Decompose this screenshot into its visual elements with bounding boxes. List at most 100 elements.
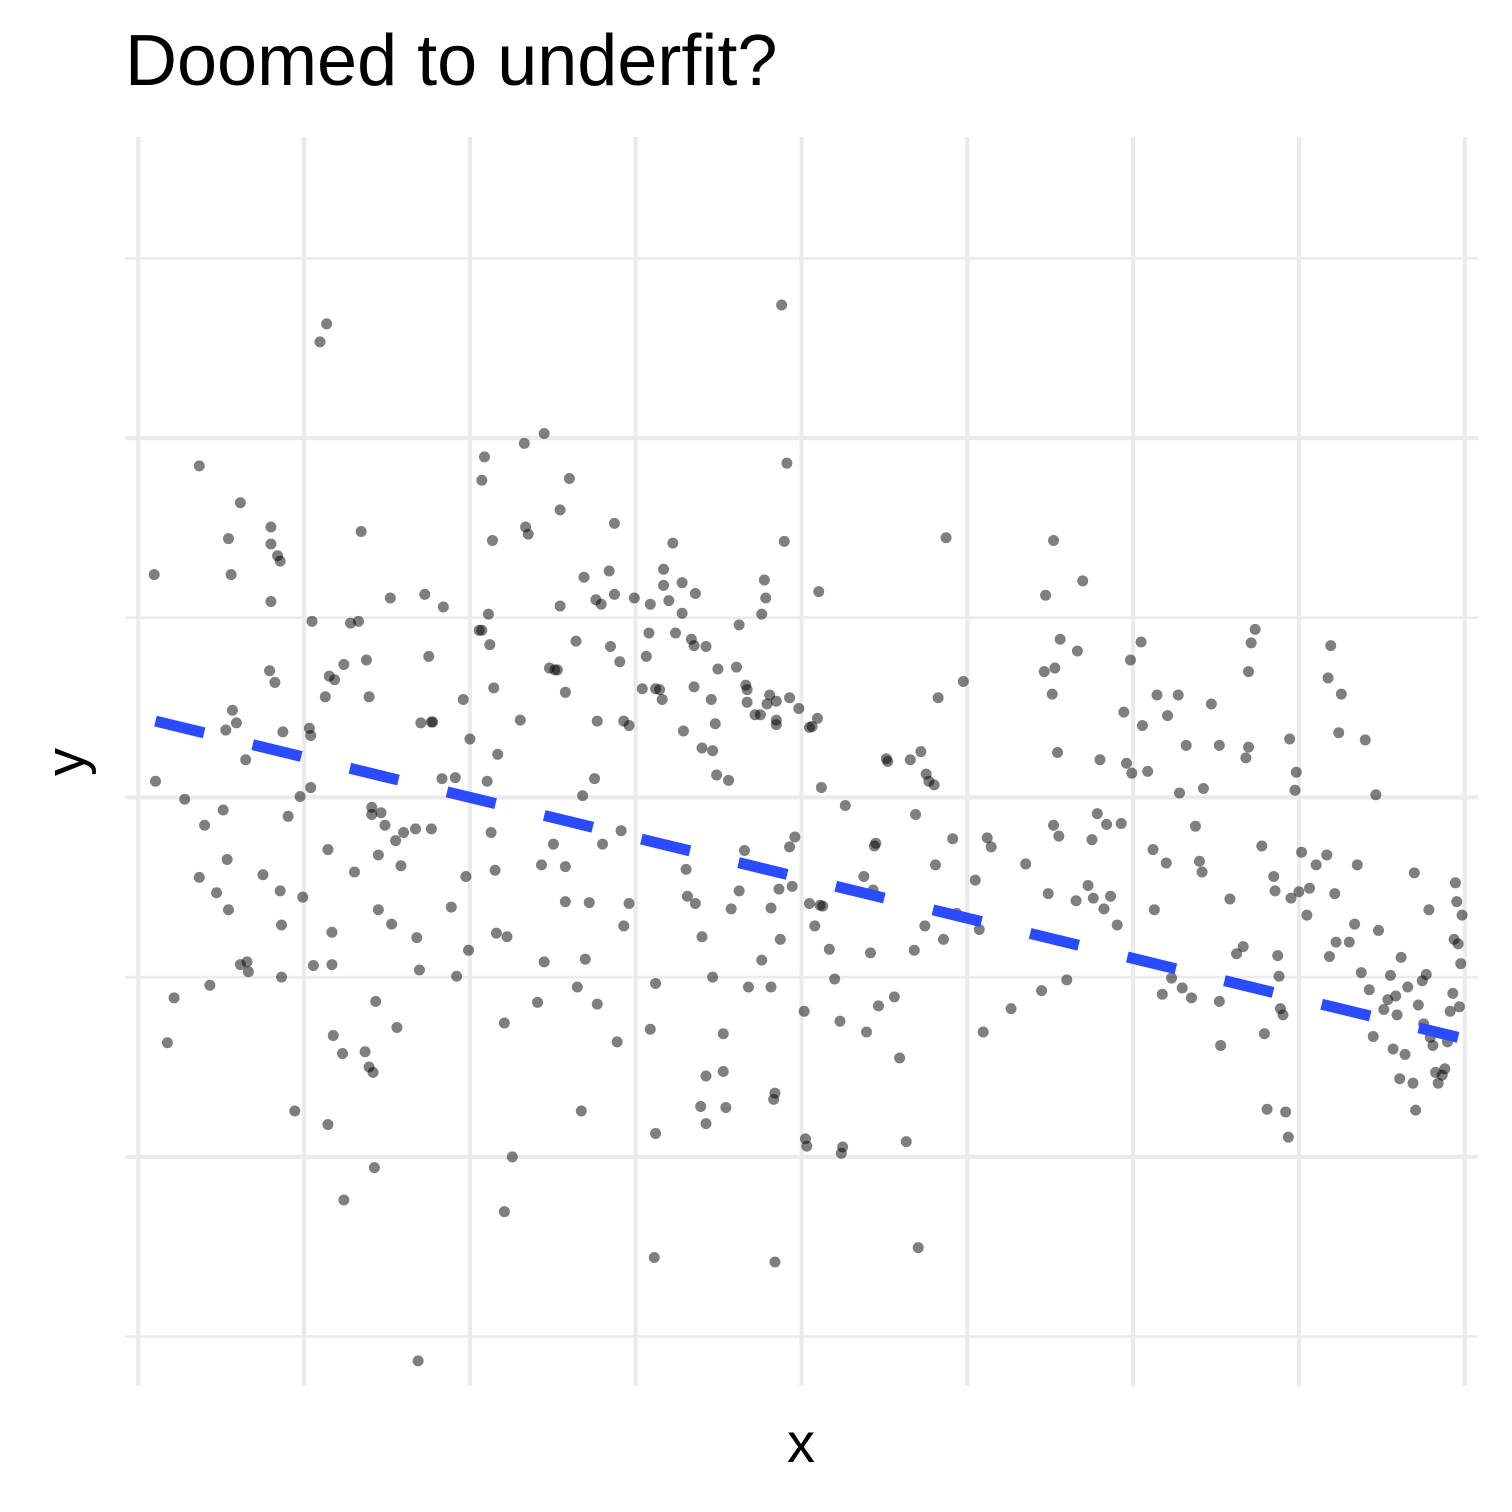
data-point: [1124, 654, 1136, 666]
data-point: [696, 931, 708, 943]
data-point: [894, 1052, 906, 1064]
data-point: [733, 885, 745, 897]
data-point: [1402, 981, 1414, 993]
data-point: [700, 1118, 712, 1130]
data-point: [327, 1030, 339, 1042]
data-point: [457, 693, 469, 705]
data-point: [615, 825, 627, 837]
data-point: [1349, 918, 1361, 930]
data-point: [338, 658, 350, 670]
data-point: [274, 885, 286, 897]
data-point: [322, 844, 334, 856]
data-point: [1136, 720, 1148, 732]
data-point: [765, 902, 777, 914]
data-point: [1185, 992, 1197, 1004]
data-point: [776, 299, 788, 311]
data-point: [307, 959, 319, 971]
data-point: [908, 944, 920, 956]
data-point: [1407, 1077, 1419, 1089]
data-point: [514, 714, 526, 726]
data-point: [1142, 765, 1154, 777]
data-point: [758, 574, 770, 586]
data-point: [1240, 752, 1252, 764]
data-point: [1323, 950, 1335, 962]
data-point: [1245, 637, 1257, 649]
data-point: [1343, 936, 1355, 948]
points: [148, 299, 1468, 1367]
data-point: [1243, 741, 1255, 753]
data-point: [489, 864, 501, 876]
data-point: [973, 924, 985, 936]
data-point: [478, 451, 490, 463]
data-point: [858, 871, 870, 883]
data-point: [688, 681, 700, 693]
data-point: [1363, 984, 1375, 996]
data-point: [1333, 727, 1345, 739]
data-point: [741, 684, 753, 696]
data-point: [809, 920, 821, 932]
data-point: [1237, 941, 1249, 953]
data-point: [559, 896, 571, 908]
data-point: [872, 1000, 884, 1012]
data-point: [618, 920, 630, 932]
x-axis-label: x: [787, 1411, 815, 1474]
data-point: [1156, 988, 1168, 1000]
data-point: [1390, 990, 1402, 1002]
data-point: [1135, 636, 1147, 648]
data-point: [1280, 1106, 1292, 1118]
data-point: [463, 944, 475, 956]
data-point: [352, 615, 364, 627]
data-point: [882, 756, 894, 767]
data-point: [731, 661, 743, 673]
data-point: [760, 592, 772, 604]
data-point: [1399, 1048, 1411, 1060]
data-point: [919, 920, 931, 932]
data-point: [222, 533, 234, 545]
data-point: [770, 695, 782, 707]
data-point: [720, 1101, 732, 1113]
data-point: [667, 537, 679, 549]
data-point: [1151, 689, 1163, 701]
data-point: [1373, 924, 1385, 936]
data-point: [784, 841, 796, 853]
data-point: [368, 1162, 380, 1174]
data-point: [1256, 840, 1268, 852]
data-point: [723, 774, 735, 786]
data-point: [1420, 968, 1432, 980]
data-point: [1269, 885, 1281, 897]
data-point: [1082, 880, 1094, 892]
data-point: [912, 1242, 924, 1254]
data-point: [654, 684, 666, 696]
data-point: [222, 904, 234, 916]
data-point: [595, 598, 607, 610]
data-point: [784, 692, 796, 704]
data-point: [575, 1105, 587, 1117]
data-point: [1054, 633, 1066, 645]
data-point: [1367, 1030, 1379, 1042]
data-point: [591, 998, 603, 1010]
data-point: [1160, 857, 1172, 869]
data-point: [1148, 904, 1160, 916]
data-point: [640, 650, 652, 662]
data-point: [305, 782, 317, 794]
data-point: [712, 663, 724, 675]
data-point: [1296, 846, 1308, 858]
data-point: [501, 931, 513, 943]
data-point: [1447, 987, 1459, 999]
data-point: [656, 693, 668, 705]
data-point: [1272, 950, 1284, 962]
data-point: [1162, 710, 1174, 722]
data-point: [481, 775, 493, 787]
data-point: [1439, 1063, 1451, 1075]
data-point: [929, 859, 941, 871]
data-point: [386, 918, 398, 930]
chart-title: Doomed to underfit?: [125, 21, 778, 101]
data-point: [264, 665, 276, 677]
data-point: [217, 804, 229, 816]
data-point: [372, 904, 384, 916]
data-point: [1455, 958, 1467, 970]
data-point: [1335, 688, 1347, 700]
data-point: [969, 874, 981, 886]
data-point: [1101, 818, 1113, 830]
